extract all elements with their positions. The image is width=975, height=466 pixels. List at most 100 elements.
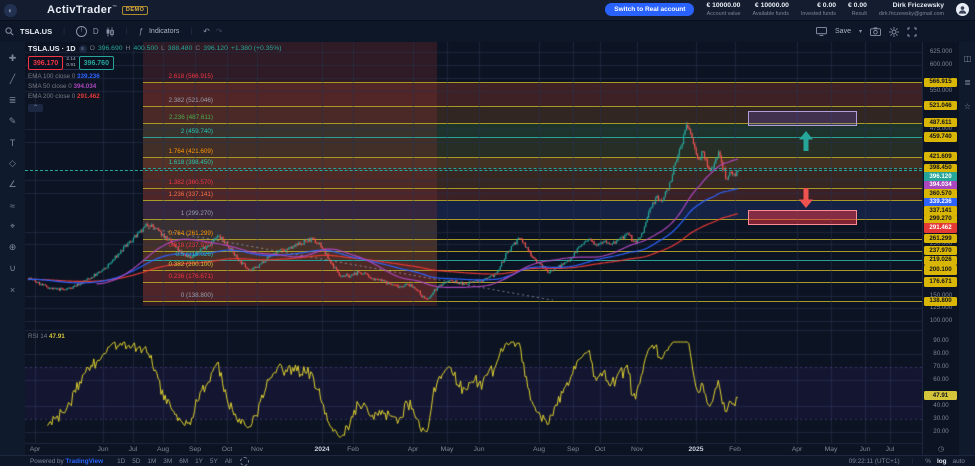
app-header: ◐ ActivTrader™ DEMO Switch to Real accou… (0, 0, 975, 21)
fib-label-0.236[interactable]: 0.236 (176.671) (168, 272, 213, 280)
settings-gear-icon[interactable] (889, 26, 899, 37)
price-axis-box: 291.462 (924, 223, 957, 233)
pattern-tool[interactable]: ∠ (8, 179, 17, 189)
fib-label-0.764[interactable]: 0.764 (261.299) (168, 229, 213, 237)
date-label: Apr (29, 446, 41, 453)
last-price-line (25, 169, 922, 171)
tradingview-link[interactable]: TradingView (65, 458, 104, 465)
sell-price-button[interactable]: 396.170 (28, 56, 64, 71)
legend-symbol[interactable]: TSLA.US · 1D (28, 44, 76, 54)
search-icon[interactable] (5, 27, 14, 36)
timeframe-1d[interactable]: 1D (117, 458, 126, 465)
crosshair-tool[interactable]: ✚ (8, 53, 17, 63)
fib-label-1[interactable]: 1 (299.270) (180, 210, 213, 218)
indicator-legend: EMA 100 close 0 339.236 SMA 50 close 0 39… (28, 73, 282, 100)
price-axis-box: 200.100 (924, 265, 957, 275)
date-label: 2024 (314, 446, 330, 453)
price-chart-canvas[interactable] (25, 42, 922, 455)
timeframe-1y[interactable]: 1Y (195, 458, 203, 465)
timeframe-6m[interactable]: 6M (179, 458, 189, 465)
powered-by-label: Powered by (30, 458, 64, 465)
calendar-panel-icon[interactable]: ≣ (964, 77, 971, 87)
date-label: Oct (594, 446, 606, 453)
fib-label-0[interactable]: 0 (138.800) (180, 292, 213, 300)
fib-label-0.382[interactable]: 0.382 (200.100) (168, 260, 213, 268)
fib-label-2[interactable]: 2 (459.740) (180, 127, 213, 135)
up-arrow-annotation[interactable] (799, 130, 813, 156)
price-axis-box: 360.570 (924, 189, 957, 199)
alert-icon[interactable]: ! (75, 26, 87, 37)
support-box[interactable] (748, 210, 857, 225)
chart-legend: TSLA.US · 1D ≡ O 396.690 H 400.500 L 388.48… (28, 45, 282, 112)
brush-tool[interactable]: ✎ (8, 116, 17, 126)
candle-style-icon[interactable] (105, 27, 115, 37)
timeframe-1m[interactable]: 1M (147, 458, 157, 465)
reset-zoom-icon[interactable] (239, 457, 249, 466)
resistance-box[interactable] (748, 111, 857, 127)
fib-label-1.382[interactable]: 1.382 (360.570) (168, 178, 213, 186)
chart-pane[interactable]: 2.618 (566.915) 2.382 (521.046) 2.236 (487… (25, 42, 922, 455)
timeframe-5d[interactable]: 5D (132, 458, 141, 465)
timeframe-all[interactable]: All (224, 458, 232, 465)
rsi-legend[interactable]: RSI 14 47.91 (28, 333, 65, 340)
price-axis-box: 487.611 (924, 118, 957, 128)
camera-icon[interactable] (870, 27, 881, 36)
price-tick: 475.000 (929, 125, 953, 133)
trendline-tool[interactable]: ╱ (9, 74, 16, 84)
price-axis-box: 396.120 (924, 172, 957, 182)
date-label: Apr (407, 446, 419, 453)
sidebar-toggle-icon[interactable]: ◐ (4, 3, 17, 17)
open-value: 396.690 (97, 44, 123, 52)
clock-icon[interactable]: ◷ (937, 446, 945, 453)
price-tick: 150.000 (929, 291, 953, 299)
timeframe-5y[interactable]: 5Y (209, 458, 218, 465)
fib-label-1.236[interactable]: 1.236 (337.141) (168, 190, 213, 198)
price-axis-box: 299.270 (924, 214, 957, 225)
layout-icon[interactable] (816, 27, 827, 36)
fullscreen-icon[interactable] (907, 26, 917, 37)
user-avatar[interactable] (956, 3, 969, 17)
symbol-search[interactable]: TSLA.US (20, 27, 53, 36)
indicator-row[interactable]: EMA 100 close 0 339.236 (28, 73, 282, 80)
fib-retracement-tool[interactable]: ≣ (8, 95, 17, 105)
delete-tool[interactable]: × (9, 284, 16, 295)
header-account-bar: Switch to Real account € 10000.00 Account… (605, 2, 975, 17)
buy-price-button[interactable]: 396.760 (78, 56, 114, 71)
fib-label-2.236[interactable]: 2.236 (487.611) (169, 113, 213, 121)
low-value: 388.480 (167, 44, 193, 52)
fib-label-1.764[interactable]: 1.764 (421.609) (168, 147, 213, 155)
scale-auto[interactable]: auto (952, 458, 965, 465)
scale-percent[interactable]: % (925, 458, 931, 465)
text-tool[interactable]: T (9, 137, 16, 148)
legend-menu-icon[interactable]: ≡ (78, 45, 87, 53)
scale-log[interactable]: log (936, 458, 947, 465)
timeframe-select[interactable]: D (92, 27, 99, 36)
fib-label-1.618[interactable]: 1.618 (398.450) (168, 159, 213, 167)
fib-label-0.618[interactable]: 0.618 (237.970) (168, 241, 213, 249)
watchlist-panel-icon[interactable]: ◫ (963, 53, 972, 63)
fib-label-2.618[interactable]: 2.618 (566.915) (168, 73, 213, 81)
forecast-tool[interactable]: ≈ (10, 200, 15, 211)
fib-label-2.382[interactable]: 2.382 (521.046) (168, 96, 213, 104)
price-axis-box: 337.141 (924, 206, 957, 216)
zoom-tool[interactable]: ⊕ (8, 242, 17, 252)
favorites-panel-icon[interactable]: ☆ (963, 101, 972, 111)
measure-tool[interactable]: ⌖ (9, 221, 16, 231)
redo-icon[interactable]: ↷ (215, 27, 223, 36)
shapes-tool[interactable]: ◇ (9, 158, 16, 168)
legend-collapse-button[interactable]: ⌃ (28, 103, 43, 112)
spread-display: 2.14 0.91 (63, 56, 79, 71)
indicator-row[interactable]: EMA 200 close 0 291.462 (28, 93, 282, 100)
down-arrow-annotation[interactable] (799, 188, 813, 213)
switch-to-real-button[interactable]: Switch to Real account (605, 3, 695, 17)
price-axis[interactable]: ◷ 625.000600.000550.000475.000375.000350… (922, 42, 959, 455)
undo-icon[interactable]: ↶ (203, 27, 210, 36)
open-label: O (89, 44, 95, 52)
indicators-button[interactable]: Indicators (148, 28, 180, 35)
timeframe-3m[interactable]: 3M (163, 458, 173, 465)
indicator-row[interactable]: SMA 50 close 0 394.034 (28, 83, 282, 90)
save-button[interactable]: Save (835, 28, 851, 35)
magnet-tool[interactable]: ∪ (9, 263, 16, 273)
fib-label-0.5[interactable]: 0.5 (219.026) (175, 251, 213, 259)
save-caret-icon[interactable]: ▾ (858, 29, 862, 35)
